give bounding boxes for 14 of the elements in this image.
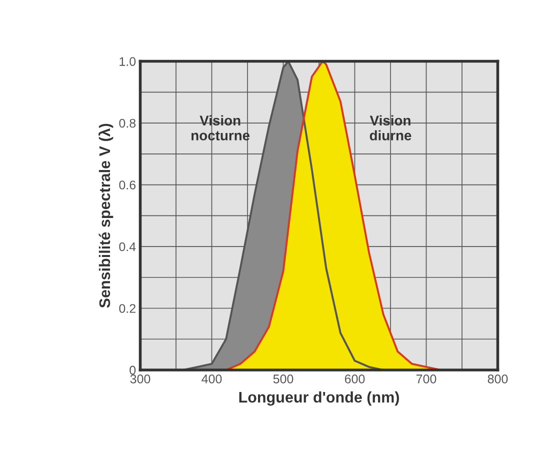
y-tick-label: 0.8	[119, 118, 136, 128]
x-tick-label: 700	[416, 374, 436, 384]
y-tick-label: 1.0	[120, 57, 136, 66]
y-tick-label: 0.4	[119, 242, 136, 252]
y-axis-title: Sensibilité spectrale V (λ)	[98, 124, 114, 308]
x-tick-label: 600	[344, 374, 365, 384]
x-tick-label: 500	[273, 374, 294, 384]
y-tick-label: 0.6	[119, 180, 136, 190]
y-tick-label: 0	[130, 366, 136, 375]
x-tick-label: 800	[488, 374, 508, 384]
x-tick-label: 400	[202, 374, 222, 384]
x-axis-title: Longueur d'onde (nm)	[239, 391, 399, 406]
y-tick-label: 0.2	[119, 304, 136, 313]
x-tick-label: 300	[130, 374, 150, 384]
